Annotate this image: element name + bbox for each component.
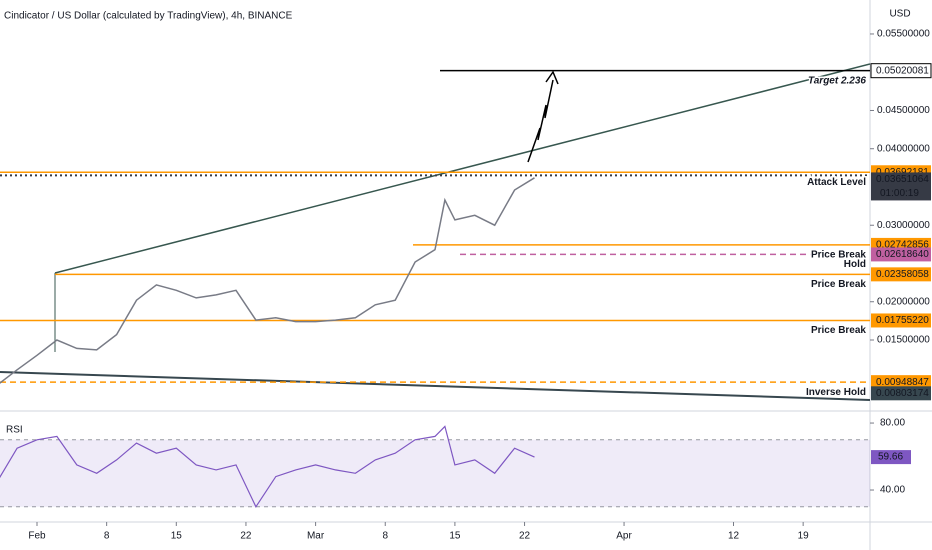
level-price-label: 0.00948847 — [876, 377, 929, 388]
rsi-last-label: 59.66 — [878, 452, 903, 463]
y-tick-label: 0.01500000 — [877, 335, 930, 346]
main-pane — [0, 69, 870, 384]
currency: USD — [889, 9, 910, 20]
level-price-label: 0.03651064 — [876, 174, 929, 185]
level-name: Price Break — [811, 279, 866, 290]
level-price-box — [871, 247, 931, 262]
x-tick-label: 15 — [171, 531, 183, 542]
y-tick-label: 0.03000000 — [877, 220, 930, 231]
drawings — [0, 63, 870, 401]
level-name: Attack Level — [807, 177, 866, 188]
x-tick-label: Apr — [616, 531, 632, 542]
level-price-label: 0.02742856 — [876, 240, 929, 251]
y-tick-label: 0.04500000 — [877, 105, 930, 116]
rsi-last-box — [871, 450, 911, 465]
rsi-tick-label: 80.00 — [880, 418, 905, 429]
projection-arrow — [527, 79, 554, 163]
level-name: Inverse Hold — [806, 387, 866, 398]
rsi-line — [0, 425, 535, 509]
chart-title: Cindicator / US Dollar (calculated by Tr… — [4, 11, 293, 22]
level-price-label: 0.05020081 — [876, 65, 929, 76]
rsi-title: RSI — [6, 425, 23, 436]
level-name: Price Break — [811, 325, 866, 336]
x-tick-label: 8 — [382, 531, 388, 542]
rsi-band — [0, 439, 870, 507]
x-tick-label: 19 — [798, 531, 810, 542]
level-price-box — [870, 63, 932, 79]
level-price-box — [871, 172, 931, 201]
x-tick-label: 8 — [104, 531, 110, 542]
level-price-label: 0.01755220 — [876, 315, 929, 326]
level-price-label: 0.00803174 — [876, 388, 929, 399]
rsi-tick-label: 40.00 — [880, 485, 905, 496]
x-tick-label: 22 — [519, 531, 531, 542]
y-tick-label: 0.05500000 — [877, 29, 930, 40]
level-price-box — [871, 375, 931, 390]
x-tick-label: 22 — [240, 531, 252, 542]
upper-trendline — [54, 63, 870, 274]
lower-trendline — [0, 371, 870, 401]
level-name: Hold — [844, 259, 866, 270]
y-tick-label: 0.02000000 — [877, 296, 930, 307]
countdown: 01:00:19 — [880, 188, 919, 199]
arrow-head — [545, 70, 559, 85]
x-tick-label: 12 — [728, 531, 740, 542]
price-line — [0, 177, 535, 384]
y-tick-label: 0.04000000 — [877, 143, 930, 154]
x-tick-label: Feb — [28, 531, 46, 542]
x-tick-label: Mar — [307, 531, 325, 542]
level-price-label: 0.02358058 — [876, 269, 929, 280]
x-tick-label: 15 — [449, 531, 461, 542]
level-name: Price Break — [811, 250, 866, 261]
level-price-label: 0.02618640 — [876, 249, 929, 260]
level-price-box — [871, 313, 931, 328]
level-name: Target 2.236 — [808, 75, 866, 86]
level-price-box — [871, 386, 931, 401]
level-price-box — [871, 267, 931, 282]
level-price-label: 0.03692181 — [876, 167, 929, 178]
